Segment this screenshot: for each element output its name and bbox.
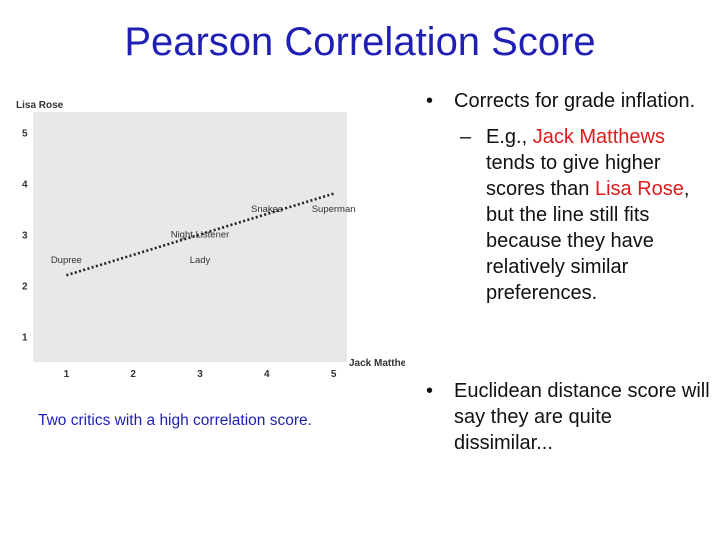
bullet-dot-icon: •	[426, 380, 434, 402]
slide-title: Pearson Correlation Score	[124, 20, 596, 64]
point-label: Snakes	[251, 204, 283, 215]
sub-bullet-mid: tends to give higher scores than	[486, 152, 661, 200]
x-axis-label: Jack Matthews	[349, 358, 405, 369]
scatter-chart: Lisa Rose Jack Matthews 1 2 3 4 5 1 2 3 4 5 Dupree Ni…	[16, 100, 405, 380]
y-tick-label: 1	[22, 332, 28, 343]
bullet-list: • Corrects for grade inflation. – E.g., …	[420, 88, 716, 306]
critic-name-lisa: Lisa Rose	[594, 178, 684, 200]
y-axis-label: Lisa Rose	[16, 100, 64, 111]
sub-bullet-suffix: , but the line still fits because they h…	[486, 178, 690, 304]
x-tick-label: 4	[264, 369, 270, 380]
bullet-text: Euclidean distance score will say they a…	[454, 380, 710, 454]
bullet-item-1: • Corrects for grade inflation.	[420, 88, 716, 114]
sub-bullet-item-1: – E.g., Jack Matthews tends to give high…	[420, 124, 716, 306]
critic-name-jack: Jack Matthews	[532, 126, 665, 148]
y-tick-label: 4	[22, 179, 28, 190]
y-tick-label: 3	[22, 230, 28, 241]
x-tick-label: 3	[197, 369, 203, 380]
y-tick-label: 2	[22, 281, 28, 292]
point-label: Superman	[312, 204, 356, 215]
point-label: Night Listener	[171, 229, 230, 240]
chart-caption: Two critics with a high correlation scor…	[38, 412, 312, 429]
bullet-item-2: • Euclidean distance score will say they…	[420, 378, 716, 456]
bullet-text: Corrects for grade inflation.	[454, 90, 696, 112]
bullet-dot-icon: •	[426, 90, 434, 112]
point-label: Dupree	[51, 255, 82, 266]
sub-bullet-prefix: E.g.,	[486, 126, 533, 148]
x-tick-label: 5	[331, 369, 337, 380]
point-label: Lady	[190, 255, 211, 266]
x-tick-label: 2	[130, 369, 136, 380]
y-tick-label: 5	[22, 128, 28, 139]
dash-icon: –	[460, 126, 472, 148]
x-tick-label: 1	[64, 369, 70, 380]
